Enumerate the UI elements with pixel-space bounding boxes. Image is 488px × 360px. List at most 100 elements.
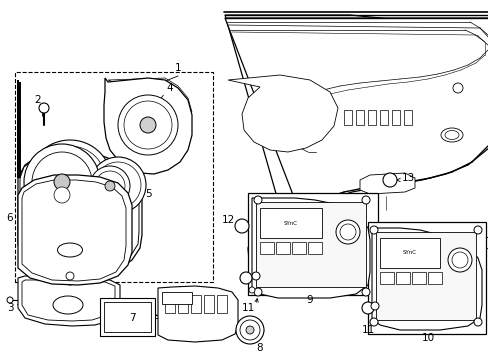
Text: 10: 10 (421, 333, 434, 343)
Circle shape (452, 83, 462, 93)
Circle shape (39, 103, 49, 113)
Circle shape (140, 117, 156, 133)
Circle shape (34, 146, 106, 218)
Text: 6: 6 (7, 213, 13, 223)
Circle shape (361, 302, 373, 314)
Polygon shape (18, 80, 142, 275)
Text: 12: 12 (221, 215, 234, 225)
Circle shape (105, 181, 115, 191)
Text: 1: 1 (174, 63, 181, 73)
Circle shape (369, 318, 377, 326)
Polygon shape (379, 110, 387, 125)
Bar (15, 72, 213, 282)
Bar (100, 298, 155, 336)
Bar (104, 302, 151, 332)
Text: 9: 9 (306, 295, 313, 305)
Circle shape (382, 173, 396, 187)
Text: 13: 13 (401, 173, 414, 183)
Polygon shape (104, 78, 192, 174)
Bar (203, 295, 214, 313)
Polygon shape (391, 110, 399, 125)
Circle shape (253, 196, 262, 204)
Polygon shape (22, 280, 115, 321)
Circle shape (361, 196, 369, 204)
Bar (275, 242, 289, 254)
Bar (291, 242, 305, 254)
Circle shape (253, 288, 262, 296)
Circle shape (118, 95, 178, 155)
Circle shape (361, 288, 369, 296)
Circle shape (473, 226, 481, 234)
Polygon shape (251, 198, 369, 298)
Bar (379, 238, 439, 268)
Circle shape (95, 162, 141, 208)
Polygon shape (18, 276, 120, 326)
Circle shape (95, 171, 125, 201)
Polygon shape (367, 110, 375, 125)
Circle shape (451, 252, 467, 268)
Circle shape (240, 320, 260, 340)
Ellipse shape (440, 128, 462, 142)
Text: 2: 2 (35, 95, 41, 105)
Text: 8: 8 (256, 343, 263, 353)
Polygon shape (20, 82, 139, 272)
Ellipse shape (53, 296, 83, 314)
Circle shape (90, 157, 146, 213)
Circle shape (28, 140, 112, 224)
Bar (260, 208, 321, 238)
Text: SYnC: SYnC (402, 251, 416, 256)
Text: SYnC: SYnC (284, 220, 297, 225)
Circle shape (54, 187, 70, 203)
Polygon shape (48, 272, 92, 285)
Circle shape (251, 272, 260, 280)
Circle shape (124, 101, 172, 149)
Ellipse shape (58, 243, 82, 257)
Text: 11: 11 (361, 325, 374, 335)
Bar (247, 193, 377, 295)
Polygon shape (403, 110, 411, 125)
Bar (307, 242, 321, 254)
Bar (164, 295, 175, 313)
Polygon shape (158, 286, 238, 342)
Bar (427, 272, 441, 284)
Polygon shape (22, 180, 126, 281)
Circle shape (7, 297, 13, 303)
Ellipse shape (65, 279, 75, 285)
Circle shape (335, 220, 359, 244)
Bar (217, 295, 226, 313)
Bar (395, 272, 409, 284)
Polygon shape (224, 15, 488, 270)
Bar (260, 242, 273, 254)
Bar (375, 232, 475, 320)
Circle shape (248, 287, 254, 293)
Polygon shape (355, 110, 363, 125)
Polygon shape (295, 232, 488, 262)
Text: 3: 3 (7, 303, 13, 313)
Circle shape (369, 226, 377, 234)
Ellipse shape (444, 131, 458, 140)
Circle shape (240, 272, 251, 284)
Polygon shape (343, 110, 351, 125)
Text: 5: 5 (144, 189, 151, 199)
Polygon shape (224, 18, 488, 268)
Bar (191, 295, 201, 313)
Circle shape (473, 318, 481, 326)
Circle shape (54, 174, 70, 190)
Circle shape (370, 302, 378, 310)
Polygon shape (108, 78, 192, 112)
Circle shape (447, 248, 471, 272)
Circle shape (235, 219, 248, 233)
Bar (162, 292, 192, 304)
Circle shape (245, 326, 253, 334)
Circle shape (236, 316, 264, 344)
Bar (256, 202, 365, 287)
Circle shape (66, 272, 74, 280)
Polygon shape (371, 228, 481, 330)
Circle shape (339, 224, 355, 240)
Bar (367, 222, 485, 334)
Text: 7: 7 (128, 313, 135, 323)
Bar (178, 295, 187, 313)
Text: 4: 4 (166, 83, 173, 93)
Polygon shape (18, 175, 132, 285)
Polygon shape (359, 173, 414, 194)
